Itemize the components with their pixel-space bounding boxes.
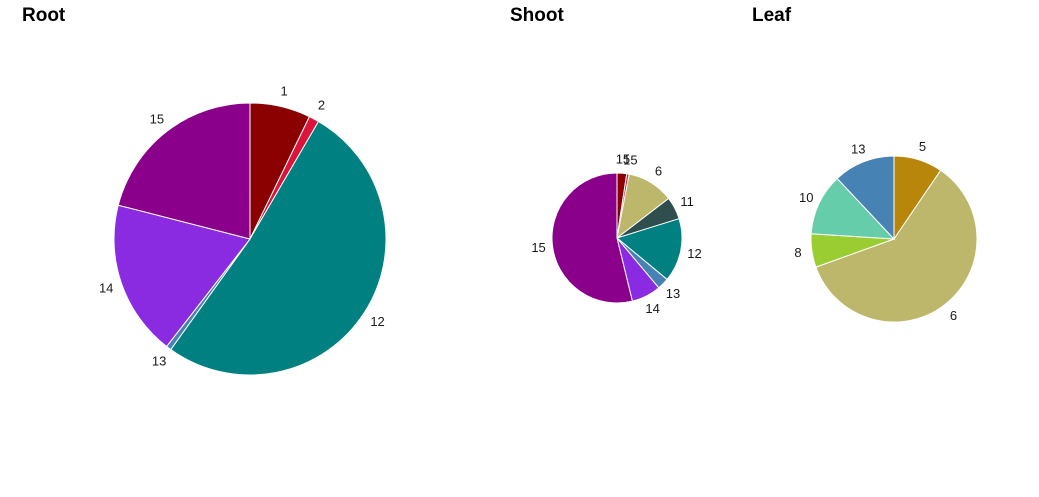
shoot-slice-7 <box>551 172 633 304</box>
shoot-slice-label-5: 13 <box>666 286 680 301</box>
root-slice-label-3: 13 <box>152 353 166 368</box>
root-slice-label-2: 12 <box>370 314 384 329</box>
shoot-slice-label-7: 15 <box>531 240 545 255</box>
shoot-slice-label-4: 12 <box>687 246 701 261</box>
leaf-pie: 5 6 8 10 13 <box>794 139 978 323</box>
leaf-chart-title: Leaf <box>752 5 792 26</box>
shoot-slice-label-0: 15 <box>616 152 630 167</box>
shoot-slice-label-3: 11 <box>680 194 694 209</box>
root-slice-4 <box>113 204 251 348</box>
leaf-slice-1 <box>815 169 978 323</box>
shoot-chart-title: Shoot <box>510 5 564 26</box>
shoot-slice-label-2: 6 <box>655 163 662 178</box>
leaf-slice-label-2: 8 <box>794 245 801 260</box>
root-chart-title: Root <box>22 5 66 26</box>
root-slice-5 <box>117 102 251 240</box>
shoot-slice-label-1: 15 <box>623 153 637 168</box>
root-slice-2 <box>170 120 387 376</box>
root-slice-label-1: 2 <box>318 97 325 112</box>
root-slice-label-5: 15 <box>150 111 164 126</box>
root-slice-label-0: 1 <box>280 83 287 98</box>
leaf-slice-3 <box>810 177 896 240</box>
shoot-slice-label-6: 14 <box>645 301 659 316</box>
leaf-slice-label-4: 13 <box>851 141 865 156</box>
shoot-slice-4 <box>615 218 683 281</box>
leaf-slice-4 <box>836 155 895 241</box>
leaf-slice-label-3: 10 <box>799 190 813 205</box>
leaf-slice-label-0: 5 <box>919 139 926 154</box>
leaf-slice-label-1: 6 <box>950 308 957 323</box>
root-slice-label-4: 14 <box>99 281 113 296</box>
